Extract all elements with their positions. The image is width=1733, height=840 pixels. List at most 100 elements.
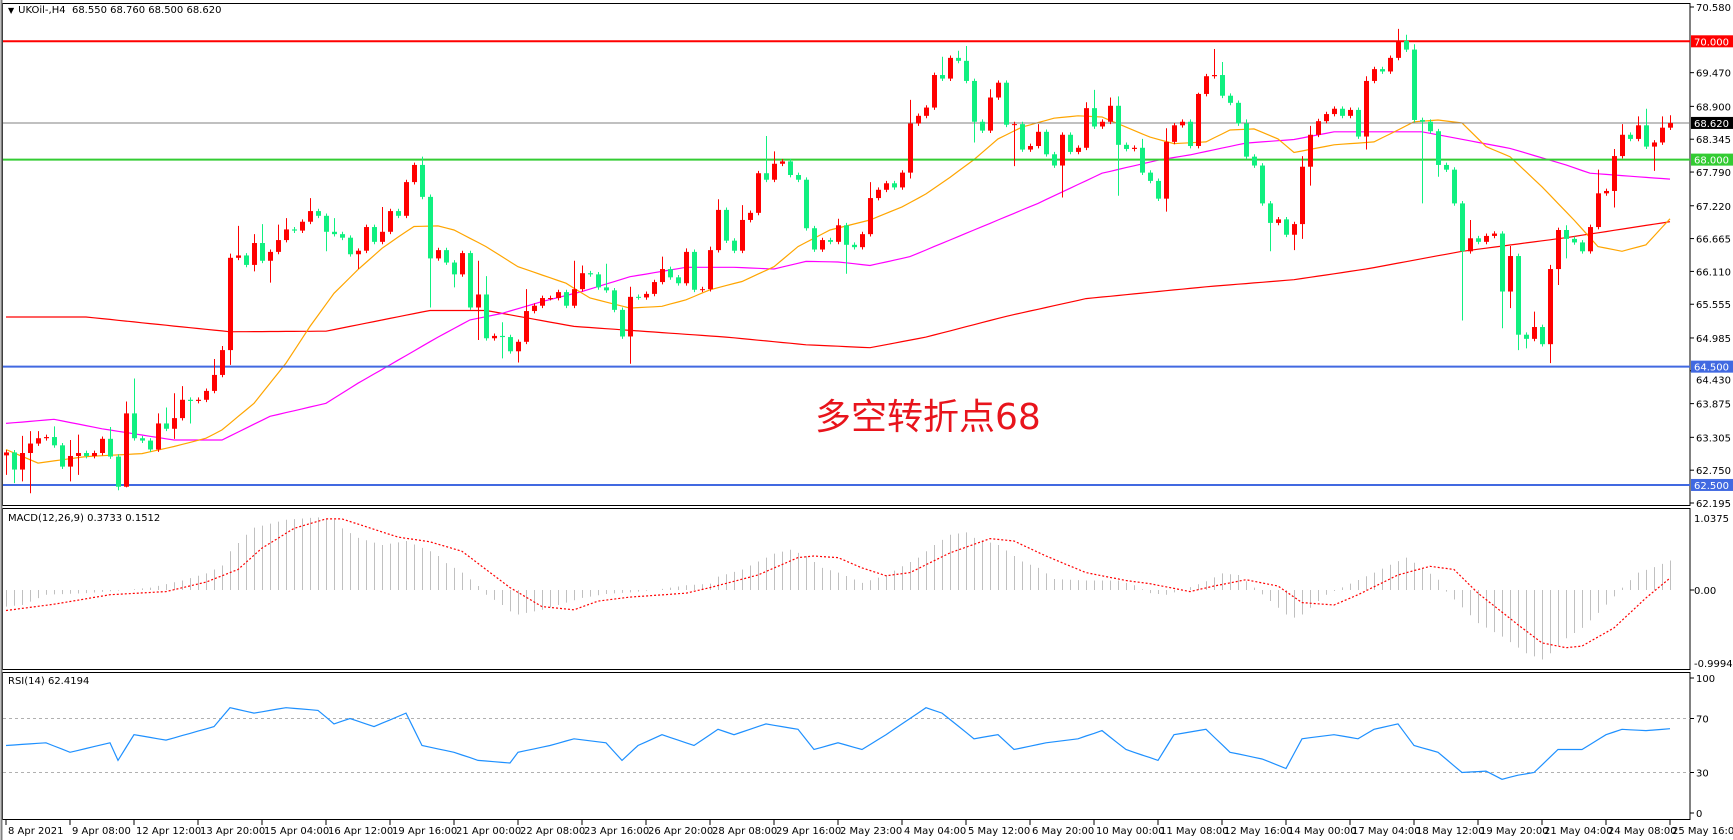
- candle-body: [820, 240, 825, 250]
- candle-body: [780, 161, 785, 164]
- candle-body: [996, 82, 1001, 98]
- candle-body: [316, 211, 321, 216]
- candle-body: [1148, 172, 1153, 181]
- level-tag-68.620: [1691, 116, 1733, 129]
- y-tick-label: 62.750: [1696, 466, 1731, 477]
- macd-signal-line: [5, 518, 1671, 649]
- candle-body: [1092, 108, 1097, 127]
- candle-body: [1532, 327, 1537, 339]
- candle-body: [588, 273, 593, 275]
- x-tick-label: 21 Apr 00:00: [456, 826, 521, 837]
- x-tick-label: 5 May 12:00: [968, 826, 1030, 837]
- candle-body: [1412, 49, 1417, 120]
- candle-body: [1548, 269, 1553, 345]
- candle-body: [1644, 125, 1649, 147]
- rsi-label: RSI(14) 62.4194: [8, 676, 90, 687]
- candle-body: [1020, 124, 1025, 150]
- candle-body: [1444, 164, 1449, 170]
- candle-body: [116, 456, 121, 487]
- candle-body: [1588, 227, 1593, 252]
- candle-body: [1300, 166, 1305, 225]
- candle-body: [988, 97, 993, 131]
- x-tick-label: 17 May 04:00: [1352, 826, 1421, 837]
- candle-body: [244, 255, 249, 265]
- candle-body: [1668, 122, 1673, 128]
- x-tick-label: 10 May 00:00: [1096, 826, 1165, 837]
- candle-body: [1348, 109, 1353, 116]
- level-tag-70.000: [1691, 35, 1733, 48]
- candle-body: [444, 250, 449, 263]
- candle-body: [1172, 125, 1177, 142]
- y-tick-label: 66.110: [1696, 267, 1731, 278]
- candle-body: [948, 57, 953, 79]
- x-tick-label: 24 May 08:00: [1608, 826, 1677, 837]
- candle-body: [44, 437, 49, 439]
- candle-body: [1540, 327, 1545, 345]
- level-tag-text: 68.000: [1694, 156, 1729, 167]
- candle-body: [932, 75, 937, 108]
- candle-body: [1332, 108, 1337, 115]
- candle-body: [1500, 233, 1505, 292]
- candle-body: [228, 257, 233, 351]
- candle-body: [1612, 156, 1617, 191]
- candle-body: [1652, 142, 1657, 147]
- candle-body: [124, 413, 129, 487]
- candle-body: [1380, 69, 1385, 72]
- candle-body: [716, 209, 721, 251]
- x-tick-label: 12 Apr 12:00: [136, 826, 201, 837]
- candle-body: [1180, 121, 1185, 126]
- rsi-y-tick-label: 0: [1696, 809, 1702, 820]
- candle-body: [60, 445, 65, 467]
- candle-body: [644, 293, 649, 298]
- candle-body: [812, 228, 817, 250]
- candle-body: [220, 350, 225, 375]
- candle-body: [36, 438, 41, 444]
- candle-body: [724, 209, 729, 241]
- moving-average-line-0: [6, 221, 1671, 349]
- candle-body: [1036, 131, 1041, 147]
- candle-body: [1620, 134, 1625, 157]
- candle-body: [1156, 180, 1161, 199]
- candle-body: [668, 269, 673, 278]
- candle-body: [1452, 169, 1457, 204]
- candle-body: [620, 309, 625, 337]
- candle-body: [1100, 121, 1105, 127]
- candle-body: [972, 80, 977, 122]
- candle-body: [28, 443, 33, 454]
- candle-body: [1116, 105, 1121, 145]
- level-tag-text: 62.500: [1694, 481, 1729, 492]
- candle-body: [484, 294, 489, 339]
- candle-body: [148, 440, 153, 450]
- candle-body: [1228, 95, 1233, 103]
- candle-body: [204, 390, 209, 400]
- candle-body: [1084, 108, 1089, 148]
- candle-body: [132, 413, 137, 439]
- candle-body: [772, 163, 777, 180]
- dropdown-triangle-icon[interactable]: ▼: [8, 6, 15, 15]
- candle-body: [396, 211, 401, 216]
- candle-body: [1204, 76, 1209, 94]
- x-tick-label: 25 May 16:00: [1672, 826, 1733, 837]
- candle-body: [756, 173, 761, 213]
- candle-body: [1420, 119, 1425, 122]
- candle-body: [388, 211, 393, 232]
- candle-body: [740, 219, 745, 251]
- chart-header: ▼ UKOil-,H4 68.550 68.760 68.500 68.620: [8, 5, 221, 16]
- y-tick-label: 68.345: [1696, 135, 1731, 146]
- candle-body: [300, 221, 305, 231]
- candle-body: [532, 305, 537, 312]
- x-tick-label: 21 May 04:00: [1544, 826, 1613, 837]
- candle-body: [1404, 40, 1409, 50]
- y-tick-label: 64.430: [1696, 376, 1731, 387]
- candle-body: [796, 174, 801, 180]
- candle-body: [260, 243, 265, 261]
- candle-body: [1572, 238, 1577, 243]
- candle-body: [252, 243, 257, 265]
- x-tick-label: 9 Apr 08:00: [72, 826, 131, 837]
- candle-body: [1460, 203, 1465, 252]
- candle-body: [1308, 134, 1313, 167]
- candle-body: [908, 123, 913, 173]
- candle-body: [1236, 102, 1241, 124]
